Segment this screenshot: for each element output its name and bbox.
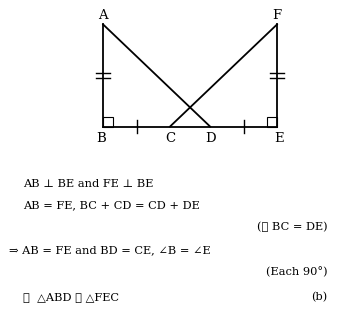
Text: ∴  △ABD ≅ △FEC: ∴ △ABD ≅ △FEC	[23, 292, 119, 302]
Text: AB = FE, BC + CD = CD + DE: AB = FE, BC + CD = CD + DE	[23, 200, 200, 210]
Text: F: F	[272, 9, 282, 22]
Text: (∵ BC = DE): (∵ BC = DE)	[257, 222, 327, 232]
Text: AB ⊥ BE and FE ⊥ BE: AB ⊥ BE and FE ⊥ BE	[23, 179, 153, 189]
Text: B: B	[97, 132, 106, 145]
Bar	[103, 117, 113, 127]
Text: D: D	[205, 132, 216, 145]
Text: (b): (b)	[311, 292, 327, 302]
Bar	[267, 117, 277, 127]
Text: (Each 90°): (Each 90°)	[266, 267, 327, 277]
Text: C: C	[165, 132, 175, 145]
Text: A: A	[98, 9, 108, 22]
Text: ⇒ AB = FE and BD = CE, ∠B = ∠E: ⇒ AB = FE and BD = CE, ∠B = ∠E	[10, 245, 211, 255]
Text: E: E	[274, 132, 284, 145]
